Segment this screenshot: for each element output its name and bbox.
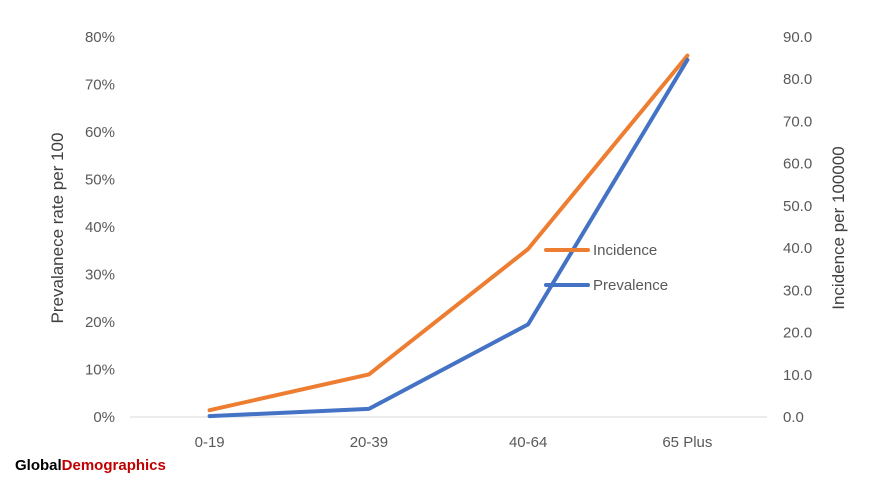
- right-tick-label: 10.0: [783, 367, 812, 384]
- right-tick-label: 50.0: [783, 198, 812, 215]
- x-tick-label: 40-64: [509, 434, 547, 451]
- right-tick-label: 60.0: [783, 156, 812, 173]
- left-tick-label: 20%: [85, 314, 115, 331]
- right-tick-label: 40.0: [783, 240, 812, 257]
- right-tick-label: 20.0: [783, 325, 812, 342]
- right-axis-title: Incidence per 100000: [829, 146, 848, 310]
- left-axis-ticks: 0% 10% 20% 30% 40% 50% 60% 70% 80%: [85, 29, 115, 426]
- x-axis-ticks: 0-19 20-39 40-64 65 Plus: [195, 434, 713, 451]
- x-tick-label: 65 Plus: [662, 434, 712, 451]
- legend-label-incidence: Incidence: [593, 242, 657, 259]
- brand-text-demographics: Demographics: [61, 457, 166, 474]
- right-tick-label: 30.0: [783, 282, 812, 299]
- left-tick-label: 0%: [93, 409, 115, 426]
- series-line-prevalence: [207, 57, 690, 419]
- x-tick-label: 20-39: [350, 434, 388, 451]
- left-tick-label: 10%: [85, 362, 115, 379]
- series-layer: [207, 53, 690, 419]
- brand-text-global: Global: [15, 457, 62, 474]
- right-tick-label: 80.0: [783, 71, 812, 88]
- legend: Incidence Prevalence: [544, 242, 668, 294]
- left-tick-label: 40%: [85, 219, 115, 236]
- left-axis-title: Prevalanece rate per 100: [48, 133, 67, 324]
- right-tick-label: 0.0: [783, 409, 804, 426]
- left-tick-label: 60%: [85, 124, 115, 141]
- x-tick-label: 0-19: [195, 434, 225, 451]
- left-tick-label: 80%: [85, 29, 115, 46]
- right-tick-label: 70.0: [783, 113, 812, 130]
- left-tick-label: 50%: [85, 172, 115, 189]
- left-tick-label: 30%: [85, 267, 115, 284]
- brand-logo: GlobalDemographics: [15, 457, 166, 474]
- series-line-incidence: [207, 53, 690, 413]
- legend-label-prevalence: Prevalence: [593, 277, 668, 294]
- right-axis-ticks: 0.0 10.0 20.0 30.0 40.0 50.0 60.0 70.0 80.0 90.0: [783, 29, 812, 426]
- right-tick-label: 90.0: [783, 29, 812, 46]
- left-tick-label: 70%: [85, 77, 115, 94]
